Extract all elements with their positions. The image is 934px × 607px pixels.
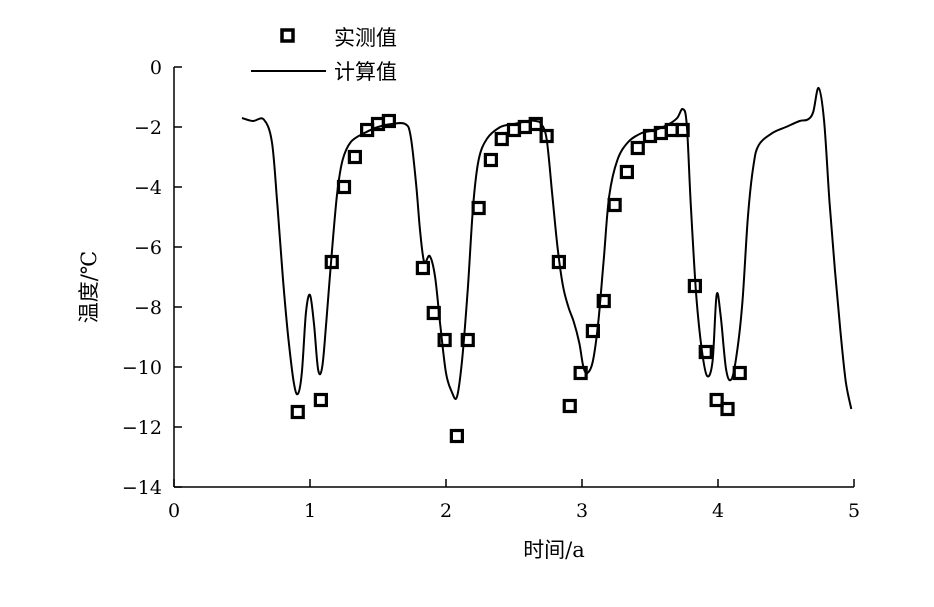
x-axis-title: 时间/a [523,538,585,562]
x-tick-label: 3 [576,500,588,522]
measured-point [426,305,441,321]
y-tick-label: −2 [134,117,162,139]
y-tick-label: −8 [134,297,162,319]
measured-point [336,179,352,195]
measured-point [619,164,634,180]
measured-point [585,323,600,339]
y-ticks: 0 −2 −4 −6 −8 −10 −12 −14 [122,57,182,499]
x-tick-label: 4 [712,500,724,522]
measured-point [483,152,498,168]
legend-marker-square [280,28,295,43]
x-tick-label: 2 [440,500,452,522]
series-line-计算值 [241,86,853,410]
measured-point [630,140,645,156]
axes [173,67,854,488]
y-tick-label: −4 [134,177,162,199]
measured-point [449,428,464,444]
measured-point [539,128,554,144]
measured-point [313,392,328,408]
x-tick-label: 5 [848,500,860,522]
measured-point [720,401,735,417]
y-tick-label: 0 [150,57,162,79]
measured-point [415,260,430,276]
measured-point [675,122,690,138]
measured-point [471,200,486,216]
x-tick-label: 0 [168,500,180,522]
measured-point [562,398,577,414]
measured-point [687,278,702,294]
measured-point [494,131,509,147]
measured-point [709,392,724,408]
measured-point [437,332,452,348]
legend-label-computed: 计算值 [334,60,397,84]
y-tick-label: −6 [134,237,162,259]
measured-point [290,404,305,420]
y-tick-label: −14 [122,477,162,499]
x-tick-label: 1 [304,500,316,522]
legend-label-measured: 实测值 [334,26,397,50]
measured-point [551,254,566,270]
y-tick-label: −12 [122,417,162,439]
measured-point [460,332,475,348]
series-markers-实测值 [290,113,747,444]
measured-point [528,116,543,132]
x-ticks: 0 1 2 3 4 5 [168,479,860,522]
legend: 实测值 计算值 [251,26,397,84]
measured-point [698,344,713,360]
measured-point [596,293,611,309]
measured-point [347,149,362,165]
y-tick-label: −10 [122,357,162,379]
measured-point [573,365,588,381]
measured-point [607,197,622,213]
y-axis-title: 温度/℃ [77,251,101,324]
measured-point [324,254,339,270]
measured-point [732,365,747,381]
measured-point [381,113,396,129]
